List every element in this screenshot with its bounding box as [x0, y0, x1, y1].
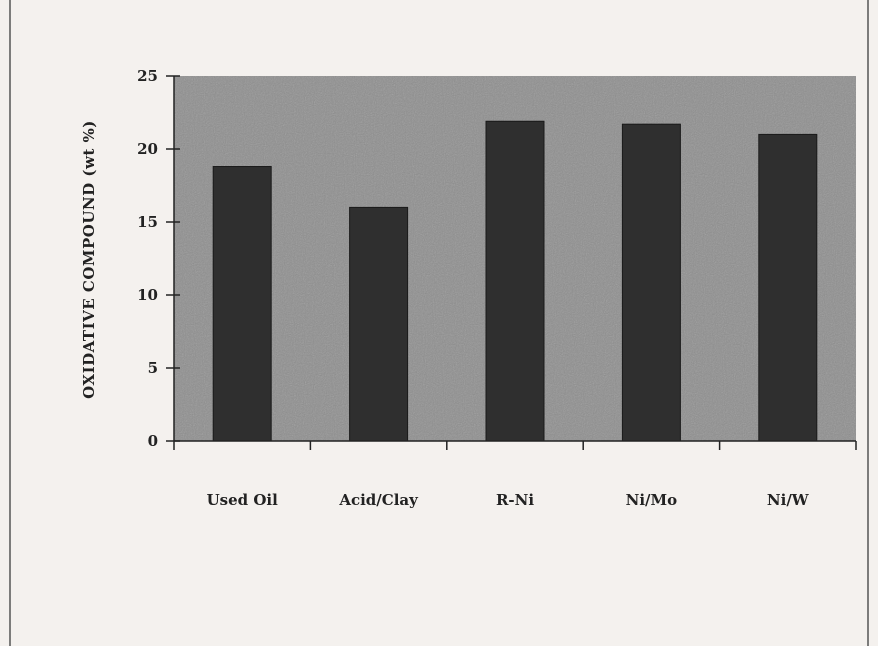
x-labels-group: Used Oil Acid/Clay R-Ni Ni/Mo Ni/W — [207, 491, 810, 509]
x-category-label: Ni/W — [767, 491, 810, 509]
y-tick-label: 25 — [137, 67, 158, 85]
y-tick-label: 15 — [137, 213, 158, 231]
x-category-label: Acid/Clay — [338, 491, 419, 509]
y-tick-label: 0 — [148, 432, 158, 450]
bars-group — [212, 120, 818, 442]
x-category-label: Ni/Mo — [626, 491, 678, 509]
bar-ni-mo — [621, 123, 681, 442]
bar-r-ni — [485, 120, 545, 442]
bar-ni-w — [758, 133, 818, 442]
y-tick-label: 10 — [137, 286, 158, 304]
x-category-label: Used Oil — [207, 491, 279, 509]
bar-used-oil — [212, 166, 272, 442]
axes-group — [173, 76, 857, 450]
bar-acid-clay — [349, 206, 409, 442]
y-tick-label: 5 — [148, 359, 158, 377]
y-axis-label: OXIDATIVE COMPOUND (wt %) — [80, 120, 98, 399]
x-category-label: R-Ni — [496, 491, 534, 509]
y-ticks-group: 0 5 10 15 20 25 — [137, 67, 180, 450]
y-tick-label: 20 — [137, 140, 158, 158]
